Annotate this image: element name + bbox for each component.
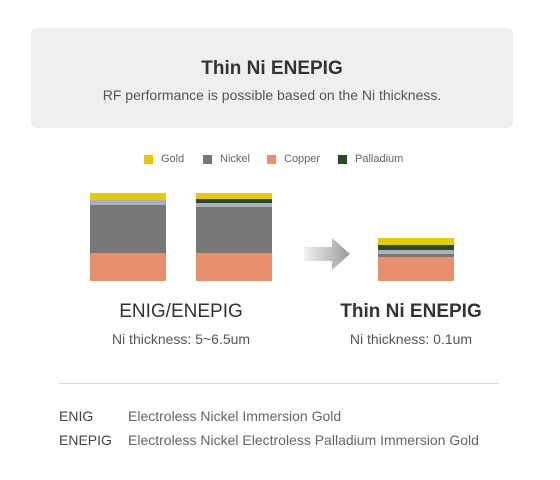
left-group-title: ENIG/ENEPIG: [119, 301, 243, 322]
gold-layer: [196, 193, 272, 199]
definition-term-enepig: ENEPIG: [59, 432, 112, 448]
page-title: Thin Ni ENEPIG: [201, 58, 343, 79]
copper-layer: [378, 257, 454, 281]
header-panel: Thin Ni ENEPIG RF performance is possibl…: [31, 28, 513, 128]
nickel-top-layer: [196, 203, 272, 207]
section-divider: [59, 383, 499, 384]
page-subtitle: RF performance is possible based on the …: [102, 87, 442, 103]
gold-swatch-icon: [144, 154, 153, 164]
nickel-top-layer: [378, 250, 454, 254]
legend-item-copper: Copper: [267, 152, 320, 166]
enig-layer-stack: [90, 193, 166, 281]
legend-item-gold: Gold: [144, 152, 184, 166]
legend-label: Palladium: [355, 153, 404, 165]
legend-label: Nickel: [220, 153, 250, 165]
palladium-layer: [378, 245, 454, 250]
legend: Gold Nickel Copper Palladium: [0, 152, 560, 168]
enepig-layer-stack: [196, 193, 272, 281]
legend-item-palladium: Palladium: [338, 152, 403, 166]
legend-label: Gold: [161, 153, 185, 165]
gold-layer: [90, 193, 166, 200]
copper-swatch-icon: [267, 154, 276, 164]
right-group-title: Thin Ni ENEPIG: [340, 301, 482, 322]
nickel-layer: [90, 205, 166, 253]
copper-layer: [90, 253, 166, 281]
right-group-subtitle: Ni thickness: 0.1um: [349, 331, 473, 347]
palladium-layer: [196, 199, 272, 203]
legend-label: Copper: [284, 153, 321, 165]
palladium-swatch-icon: [338, 154, 347, 164]
legend-item-nickel: Nickel: [203, 152, 250, 166]
nickel-layer: [378, 254, 454, 257]
right-arrow-icon: [304, 238, 350, 270]
thin-ni-enepig-layer-stack: [378, 238, 454, 281]
definition-term-enig: ENIG: [59, 408, 94, 424]
left-group-subtitle: Ni thickness: 5~6.5um: [111, 331, 251, 347]
nickel-top-layer: [90, 200, 166, 205]
gold-layer: [378, 238, 454, 245]
nickel-layer: [196, 207, 272, 253]
nickel-swatch-icon: [203, 154, 212, 164]
copper-layer: [196, 253, 272, 281]
definition-description-enig: Electroless Nickel Immersion Gold: [128, 408, 342, 424]
definition-description-enepig: Electroless Nickel Electroless Palladium…: [128, 432, 479, 448]
